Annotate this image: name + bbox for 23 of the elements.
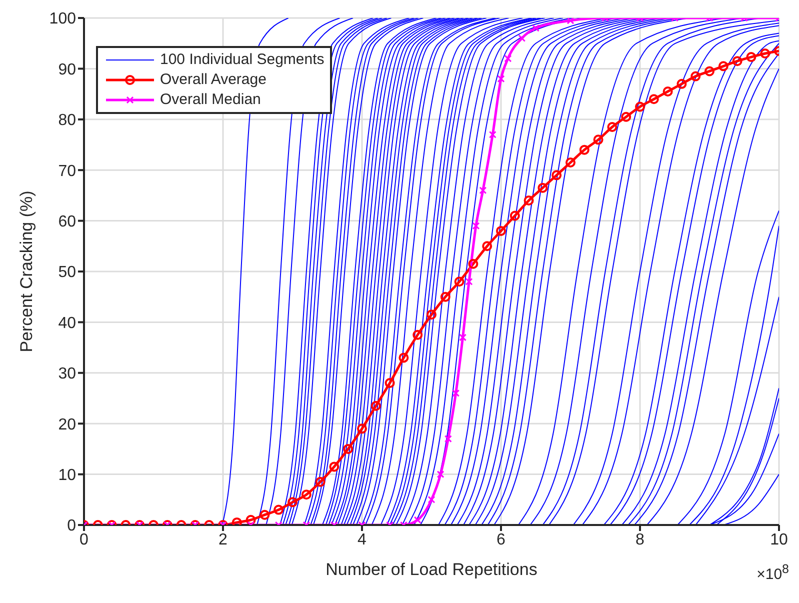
y-tick-label: 100 [49, 10, 76, 28]
x-tick-label: 6 [496, 531, 506, 548]
x-axis-title: Number of Load Repetitions [326, 560, 538, 579]
legend-label: Overall Median [160, 90, 261, 110]
y-tick-label: 40 [58, 314, 76, 332]
y-tick-label: 20 [58, 416, 76, 434]
text: ×10$^{8}$ [756, 562, 789, 583]
x-tick-label: 8 [636, 531, 645, 548]
x-tick-label: 0 [80, 531, 89, 548]
y-tick-label: 0 [67, 518, 76, 535]
y-axis-title: Percent Cracking (%) [17, 190, 36, 352]
x-tick-label: 4 [358, 531, 367, 548]
y-tick-label: 90 [58, 61, 76, 78]
y-tick-label: 70 [58, 162, 76, 180]
y-tick-label: 60 [58, 213, 76, 230]
y-tick-label: 10 [58, 466, 76, 484]
y-tick-label: 30 [58, 366, 76, 383]
x-tick-label: 2 [218, 531, 228, 548]
y-tick-label: 50 [58, 264, 76, 282]
y-tick-label: 80 [58, 112, 76, 130]
legend-label: 100 Individual Segments [160, 50, 324, 70]
x-tick-label: 10 [770, 531, 788, 548]
legend-label: Overall Average [160, 70, 266, 90]
